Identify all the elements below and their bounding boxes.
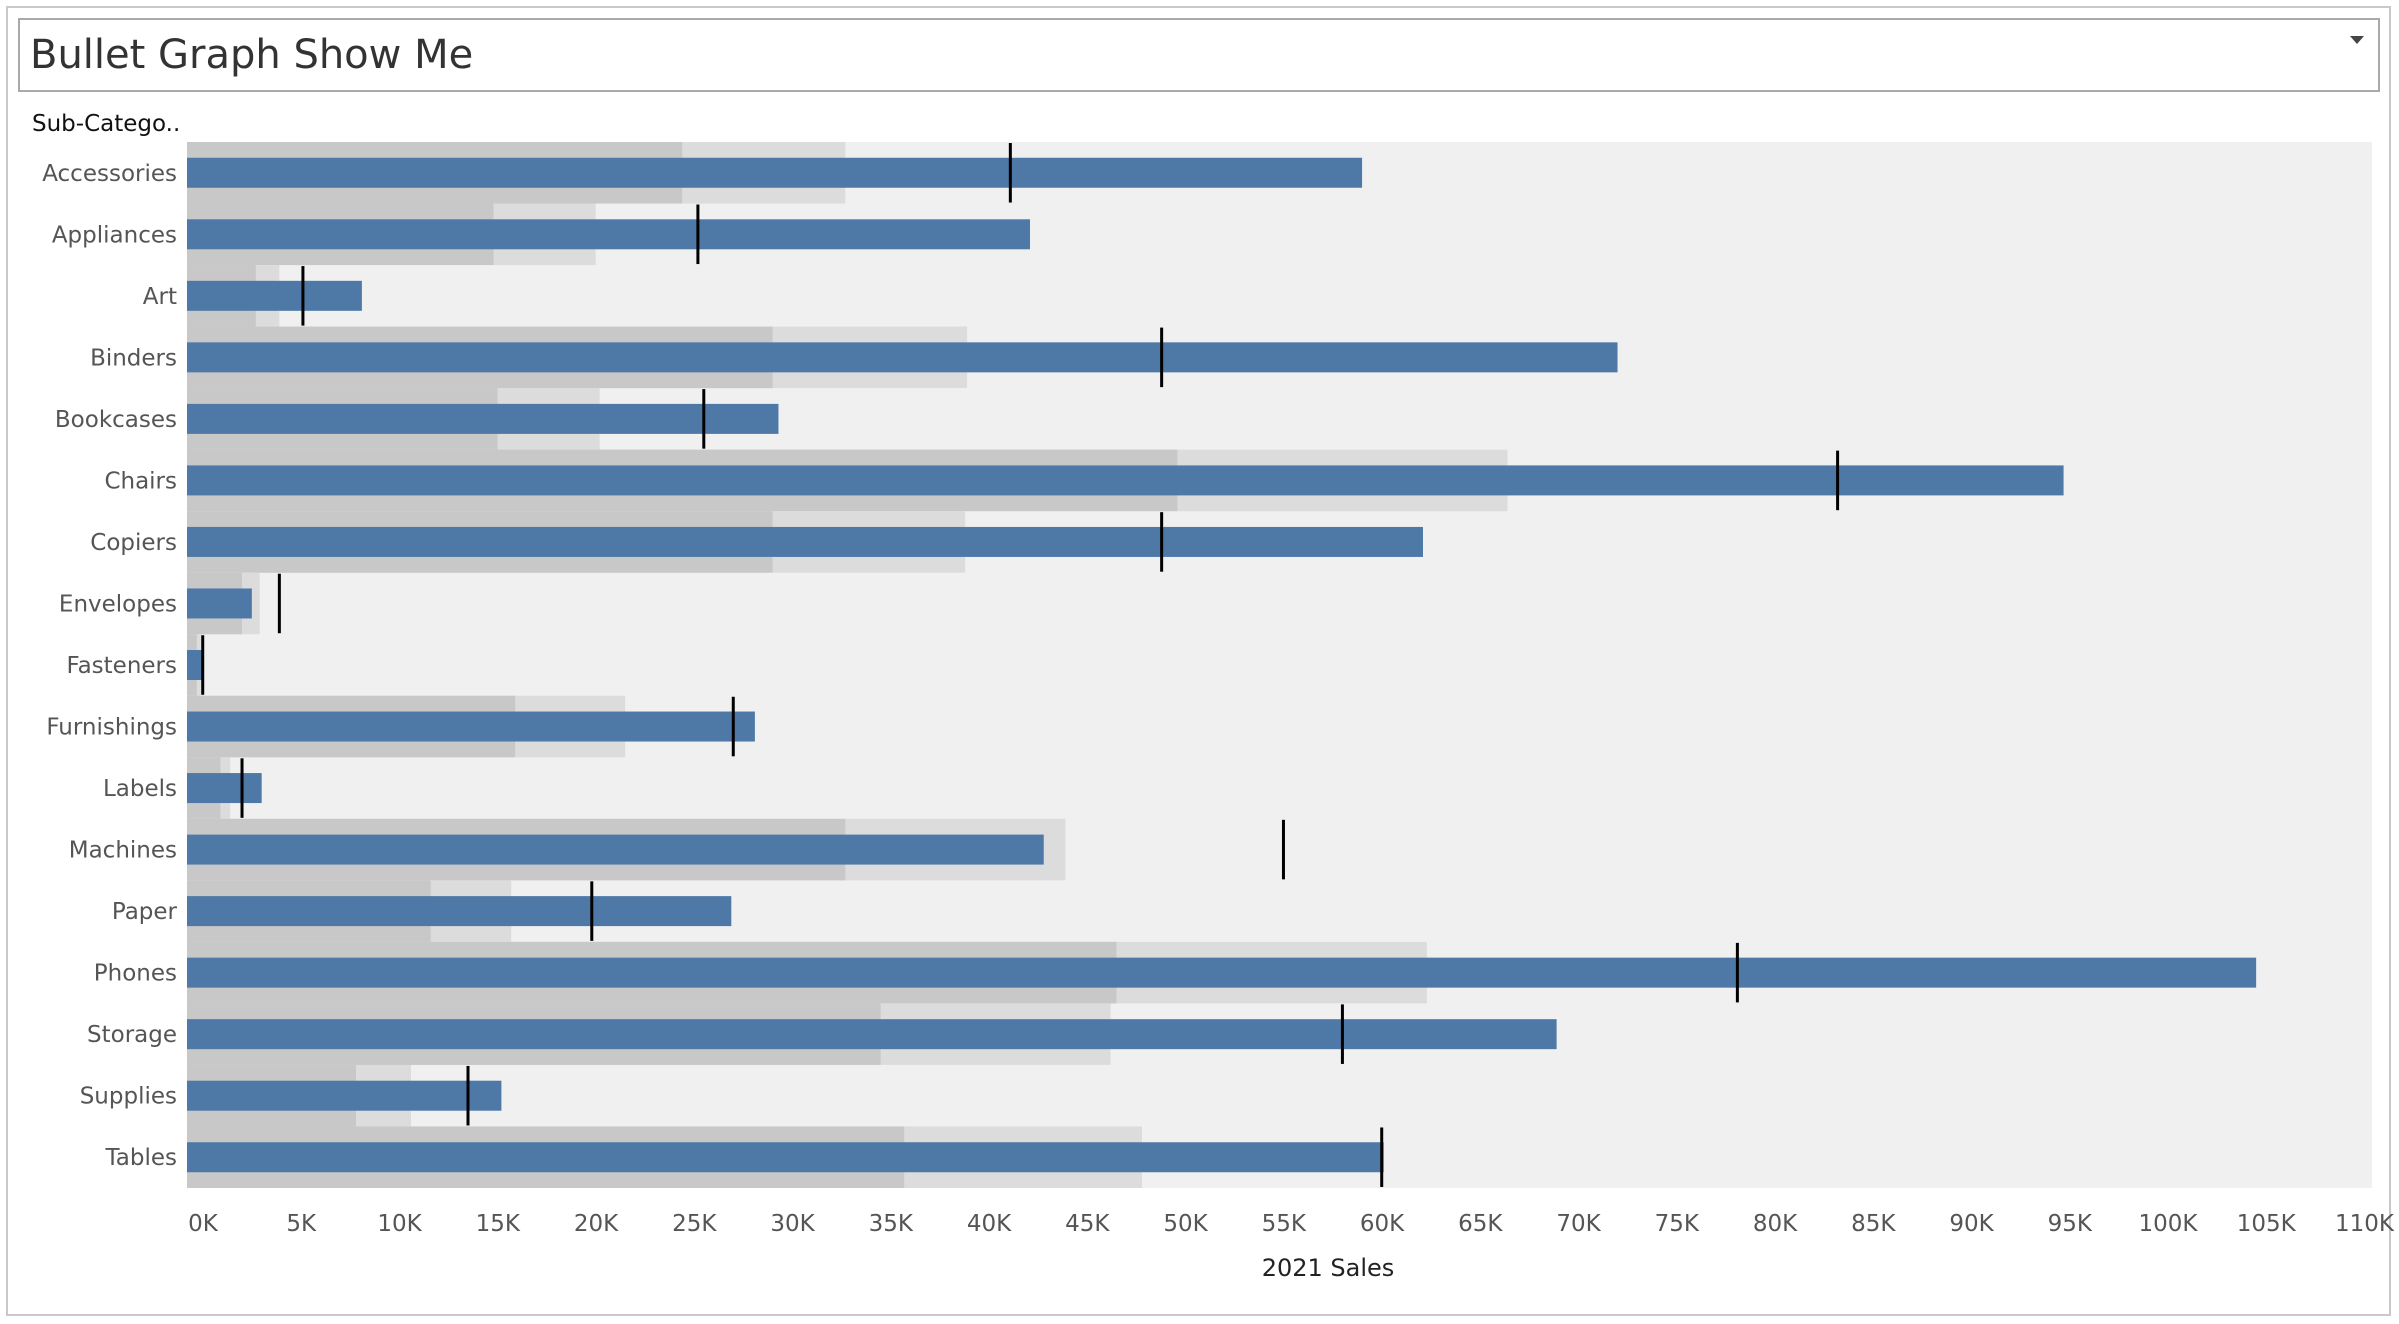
x-axis-title[interactable]: 2021 Sales <box>1261 1254 1395 1282</box>
category-label[interactable]: Copiers <box>90 530 177 556</box>
x-tick-label: 10K <box>377 1211 422 1237</box>
sales-bar[interactable] <box>187 1019 1557 1050</box>
x-axis-tick-labels: 0K 5K 10K 15K 20K 25K 30K 35K 40K 45K 50K 55K 60K 65K… <box>188 1211 2395 1237</box>
x-tick-label: 100K <box>2139 1211 2199 1237</box>
reference-line-layer <box>201 143 1840 1187</box>
x-tick-label: 40K <box>967 1211 1012 1237</box>
chevron-down-icon[interactable] <box>2350 36 2364 44</box>
sales-bar[interactable] <box>187 157 1363 188</box>
x-tick-label: 65K <box>1458 1211 1503 1237</box>
sales-bar[interactable] <box>187 403 779 434</box>
x-tick-label: 5K <box>286 1211 317 1237</box>
x-tick-label: 20K <box>574 1211 619 1237</box>
x-tick-label: 45K <box>1065 1211 1110 1237</box>
x-tick-label: 80K <box>1753 1211 1798 1237</box>
x-tick-label: 35K <box>869 1211 914 1237</box>
x-tick-label: 55K <box>1262 1211 1307 1237</box>
sales-bar[interactable] <box>187 465 2064 496</box>
x-tick-label: 30K <box>770 1211 815 1237</box>
row-field-header[interactable]: Sub-Catego.. <box>32 111 181 137</box>
category-label[interactable]: Chairs <box>104 468 177 494</box>
sales-bar[interactable] <box>187 342 1618 373</box>
x-tick-label: 110K <box>2335 1211 2395 1237</box>
sales-bar[interactable] <box>187 526 1423 557</box>
x-tick-label: 60K <box>1360 1211 1405 1237</box>
sales-bar[interactable] <box>187 896 732 927</box>
sales-bar[interactable] <box>187 650 203 680</box>
category-label[interactable]: Supplies <box>80 1084 177 1110</box>
x-tick-label: 75K <box>1655 1211 1700 1237</box>
category-label[interactable]: Tables <box>105 1145 177 1171</box>
sales-bar[interactable] <box>187 773 262 804</box>
x-tick-label: 105K <box>2237 1211 2297 1237</box>
category-label[interactable]: Binders <box>90 345 177 371</box>
sales-bar[interactable] <box>187 1080 502 1111</box>
category-label[interactable]: Labels <box>103 776 177 802</box>
sales-bar[interactable] <box>187 957 2257 988</box>
sales-bar[interactable] <box>187 1142 1384 1173</box>
category-label[interactable]: Bookcases <box>55 407 177 433</box>
x-tick-label: 50K <box>1163 1211 1208 1237</box>
x-tick-label: 15K <box>476 1211 521 1237</box>
x-tick-label: 0K <box>188 1211 219 1237</box>
category-labels: Accessories Appliances Art Binders Bookcases… <box>42 161 177 1171</box>
x-tick-label: 85K <box>1851 1211 1896 1237</box>
sales-bar[interactable] <box>187 219 1030 250</box>
category-label[interactable]: Machines <box>69 838 177 864</box>
category-label[interactable]: Art <box>143 284 177 310</box>
x-tick-label: 95K <box>2048 1211 2093 1237</box>
category-label[interactable]: Fasteners <box>66 653 177 679</box>
category-label[interactable]: Storage <box>87 1022 177 1048</box>
bar-layer <box>187 157 2257 1173</box>
category-label[interactable]: Phones <box>94 961 177 987</box>
category-label[interactable]: Paper <box>112 899 178 925</box>
x-tick-label: 90K <box>1949 1211 1994 1237</box>
sales-bar[interactable] <box>187 280 362 311</box>
sales-bar[interactable] <box>187 834 1044 865</box>
sales-bar[interactable] <box>187 711 755 742</box>
x-tick-label: 70K <box>1556 1211 1601 1237</box>
category-label[interactable]: Furnishings <box>46 715 177 741</box>
sales-bar[interactable] <box>187 588 252 619</box>
sheet-title-bar[interactable]: Bullet Graph Show Me <box>18 18 2380 92</box>
sheet-title: Bullet Graph Show Me <box>30 32 474 78</box>
category-label[interactable]: Accessories <box>42 161 177 187</box>
category-label[interactable]: Appliances <box>52 222 177 248</box>
category-label[interactable]: Envelopes <box>59 591 177 617</box>
x-tick-label: 25K <box>672 1211 717 1237</box>
